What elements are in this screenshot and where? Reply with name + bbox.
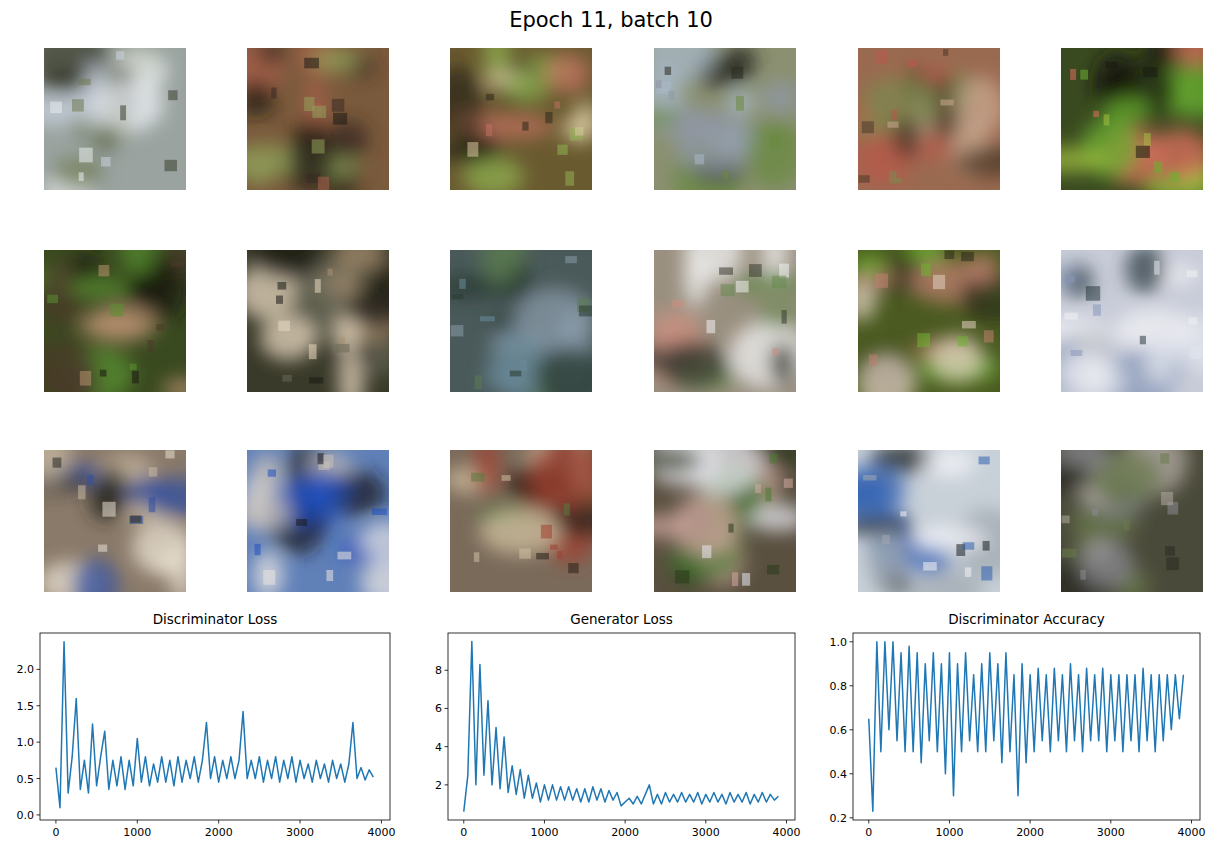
y-tick-label: 4 [435,741,442,754]
y-tick [37,778,41,779]
x-tick-label: 2000 [611,826,639,839]
x-tick [1191,820,1192,824]
generated-sample [654,250,796,392]
generated-sample [247,250,389,392]
chart-title: Discriminator Loss [153,611,278,627]
y-tick-label: 8 [435,664,442,677]
x-tick-label: 1000 [935,826,963,839]
x-tick [868,820,869,824]
y-tick [445,784,449,785]
x-tick-label: 0 [460,826,467,839]
x-tick [544,820,545,824]
x-tick-label: 1000 [530,826,558,839]
y-tick [850,729,854,730]
figure-title: Epoch 11, batch 10 [509,8,713,32]
chart: Discriminator Loss 0 1000 2000 3000 4000 0.0 0.… [17,611,396,839]
chart-title: Discriminator Accuracy [948,611,1105,627]
y-tick [445,670,449,671]
y-tick [850,773,854,774]
x-tick [1030,820,1031,824]
x-tick-label: 1000 [123,826,151,839]
x-tick [300,820,301,824]
x-tick [218,820,219,824]
y-tick [445,708,449,709]
y-tick [850,817,854,818]
y-tick-label: 0.6 [830,724,848,737]
y-tick [850,685,854,686]
plot-frame [40,633,390,820]
y-tick [850,641,854,642]
y-tick-label: 1.5 [17,700,35,713]
y-tick [37,705,41,706]
y-tick [37,669,41,670]
x-tick-label: 4000 [1177,826,1205,839]
x-tick-label: 2000 [205,826,233,839]
generated-sample [247,450,389,592]
generated-sample [858,450,1000,592]
generated-sample [247,48,389,190]
series-line [56,642,373,808]
generated-sample [450,450,592,592]
plot-frame [853,633,1200,820]
generated-sample [44,450,186,592]
x-tick-label: 0 [865,826,872,839]
generated-sample [1061,450,1203,592]
y-tick-label: 1.0 [830,636,848,649]
y-tick [445,746,449,747]
generated-sample [44,250,186,392]
x-tick [137,820,138,824]
x-tick [625,820,626,824]
series-line [464,642,779,812]
x-tick [463,820,464,824]
x-tick [786,820,787,824]
generated-sample [1061,48,1203,190]
generated-sample [654,48,796,190]
generated-sample [1061,250,1203,392]
y-tick-label: 0.2 [830,812,848,825]
x-tick-label: 0 [52,826,59,839]
chart: Discriminator Accuracy 0 1000 2000 3000 4000 0… [830,611,1206,839]
chart: Generator Loss 0 1000 2000 3000 4000 2 4 6 8 [435,611,800,839]
y-tick-label: 0.4 [830,768,848,781]
x-tick [381,820,382,824]
x-tick [55,820,56,824]
x-tick-label: 2000 [1016,826,1044,839]
figure: Epoch 11, batch 10 Discriminator Loss 0 100… [0,0,1223,853]
x-tick [705,820,706,824]
y-tick [37,742,41,743]
y-tick-label: 0.0 [17,809,35,822]
y-tick-label: 6 [435,702,442,715]
x-tick [949,820,950,824]
x-tick-label: 4000 [772,826,800,839]
x-tick-label: 3000 [1097,826,1125,839]
x-tick-label: 3000 [692,826,720,839]
generated-sample [858,48,1000,190]
y-tick-label: 0.8 [830,680,848,693]
generated-sample [858,250,1000,392]
y-tick-label: 0.5 [17,773,35,786]
x-tick-label: 3000 [286,826,314,839]
generated-sample [450,48,592,190]
x-tick [1110,820,1111,824]
plot-frame [448,633,795,820]
generated-sample [44,48,186,190]
y-tick-label: 2.0 [17,663,35,676]
generated-sample [450,250,592,392]
y-tick-label: 1.0 [17,736,35,749]
generated-sample [654,450,796,592]
series-line [869,642,1184,811]
y-tick-label: 2 [435,779,442,792]
y-tick [37,814,41,815]
chart-title: Generator Loss [570,611,672,627]
x-tick-label: 4000 [367,826,395,839]
